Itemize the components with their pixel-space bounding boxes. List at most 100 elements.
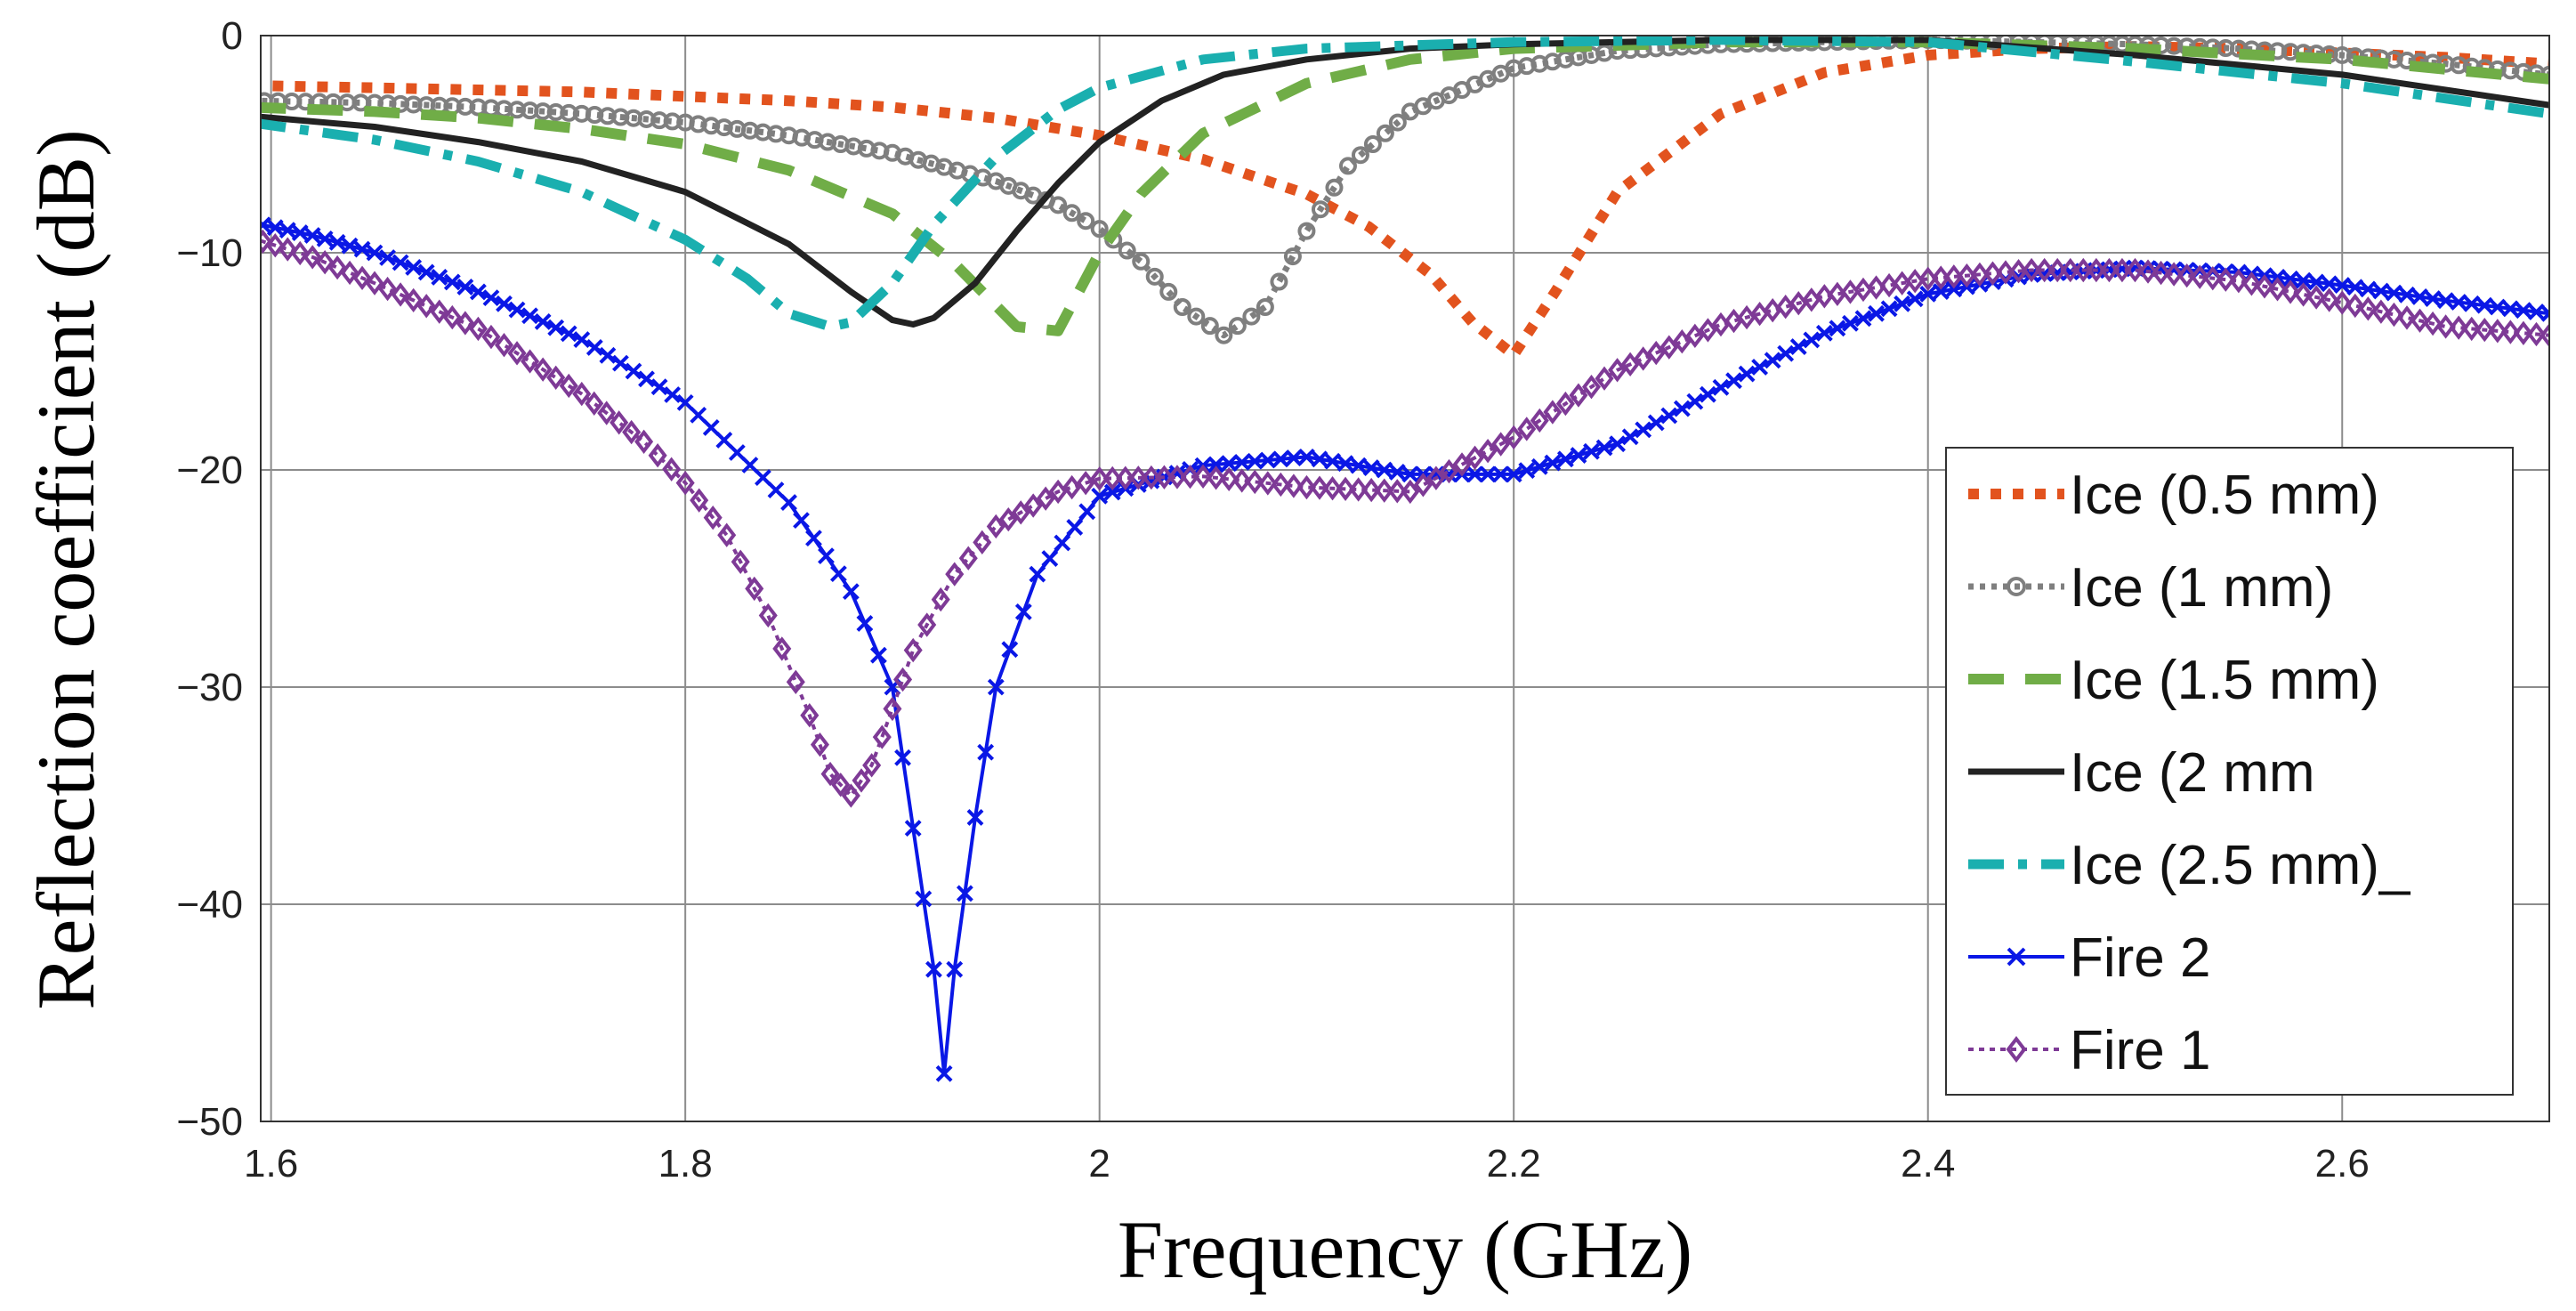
data-point: [366, 244, 384, 262]
ticks: 1.6 1.8 2 2.2 2.4 2.6 0 −10 −20 −30 −40 −50: [176, 14, 2369, 1186]
data-point: [1076, 470, 1095, 496]
x-axis-label: Frequency (GHz): [1118, 1204, 1692, 1295]
data-point: [1363, 135, 1382, 153]
data-point: [2307, 273, 2325, 291]
data-point: [1868, 304, 1885, 322]
data-point: [2190, 264, 2209, 289]
data-point: [1660, 407, 1678, 425]
data-point: [1829, 320, 1846, 337]
data-point: [820, 761, 840, 787]
data-point: [456, 311, 475, 336]
legend: Ice (0.5 mm) Ice (1 mm) Ice (1.5 mm) Ice (2…: [1945, 447, 2514, 1096]
data-point: [1672, 329, 1692, 354]
data-point: [1751, 358, 1769, 376]
data-point: [966, 808, 984, 826]
data-point: [290, 240, 310, 266]
data-point: [315, 250, 335, 275]
data-point: [1517, 417, 1537, 441]
data-point: [638, 370, 655, 388]
data-point: [2449, 315, 2468, 340]
data-point: [1011, 500, 1030, 525]
legend-label: Fire 2: [2070, 927, 2210, 989]
data-point: [1041, 550, 1059, 567]
data-point: [676, 393, 694, 411]
data-point: [1894, 295, 1911, 312]
x-tick-label: 2: [1088, 1142, 1110, 1186]
data-point: [625, 362, 642, 380]
data-point: [869, 646, 887, 664]
data-point: [2281, 279, 2300, 304]
data-point: [546, 365, 566, 390]
data-point: [560, 325, 577, 343]
data-point: [1029, 565, 1046, 583]
data-point: [2006, 1036, 2027, 1063]
data-point: [2346, 293, 2365, 319]
data-point: [585, 391, 604, 417]
x-tick-label: 2.2: [1487, 1142, 1541, 1186]
data-point: [1685, 323, 1705, 349]
data-point: [1647, 414, 1665, 432]
data-point: [1323, 476, 1343, 501]
data-point: [1970, 262, 1990, 287]
data-point: [2423, 311, 2443, 336]
data-point: [945, 562, 965, 587]
data-point: [1103, 483, 1121, 501]
data-point: [1426, 465, 1446, 490]
data-point: [650, 378, 668, 396]
data-point: [662, 457, 682, 482]
data-point: [956, 885, 973, 902]
data-point: [2424, 290, 2442, 307]
data-point: [599, 346, 617, 364]
data-point: [1646, 340, 1666, 366]
data-point: [1466, 465, 1483, 483]
data-point: [2112, 257, 2132, 283]
data-point: [1595, 366, 1614, 391]
data-point: [1712, 378, 1730, 396]
data-point: [917, 612, 937, 637]
data-point: [261, 229, 272, 254]
series-ice-1-mm: [261, 36, 2549, 344]
series-ice-2-mm: [261, 36, 2549, 328]
data-point: [2371, 299, 2391, 324]
data-point: [1242, 307, 1261, 326]
data-point: [279, 222, 296, 239]
data-point: [392, 254, 409, 271]
data-point: [1803, 331, 1821, 349]
data-point: [1388, 113, 1407, 132]
data-point: [818, 547, 835, 565]
data-point: [1491, 432, 1511, 457]
data-point: [612, 354, 629, 372]
data-point: [2526, 321, 2546, 347]
data-point: [2294, 282, 2314, 307]
data-point: [986, 514, 1005, 539]
data-point: [2216, 267, 2235, 292]
data-point: [1256, 298, 1274, 316]
data-point: [664, 386, 682, 403]
legend-label: Ice (2 mm: [2070, 742, 2315, 804]
data-point: [2229, 269, 2249, 294]
data-point: [2125, 257, 2145, 283]
data-point: [1932, 283, 1950, 301]
data-point: [416, 294, 436, 319]
data-point: [1283, 247, 1302, 266]
data-point: [265, 233, 285, 258]
data-point: [1325, 178, 1344, 197]
data-point: [496, 295, 513, 312]
data-point: [862, 753, 882, 778]
data-point: [1128, 465, 1148, 490]
data-point: [340, 260, 359, 286]
data-point: [998, 506, 1018, 532]
data-point: [690, 406, 707, 424]
data-point: [2255, 274, 2274, 299]
data-point: [1376, 461, 1393, 479]
data-point: [2450, 294, 2467, 311]
data-point: [2463, 295, 2481, 312]
data-point: [521, 307, 539, 325]
data-point: [1569, 383, 1588, 408]
data-point: [2488, 319, 2507, 344]
data-point: [2073, 257, 2093, 283]
data-point: [1207, 465, 1226, 490]
data-point: [2203, 265, 2223, 291]
data-point: [915, 890, 933, 908]
